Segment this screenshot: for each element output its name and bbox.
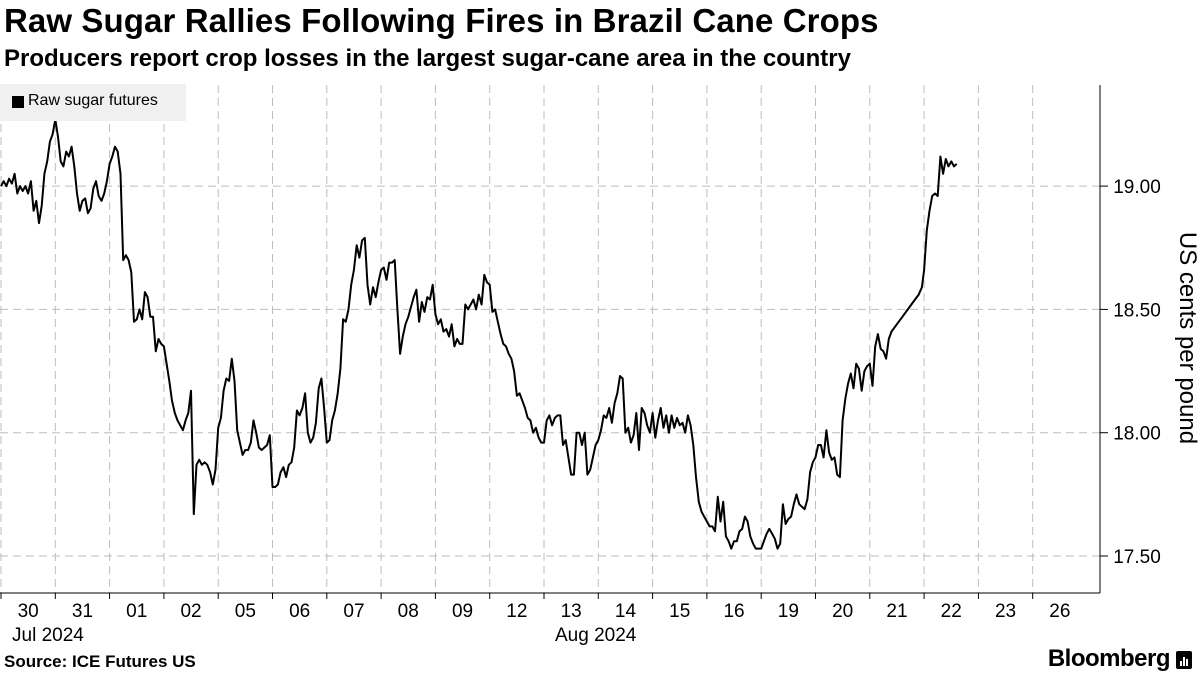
legend-swatch (12, 96, 24, 108)
y-axis-ticks: 17.50 18.00 18.50 19.00 (1100, 177, 1161, 568)
y-tick-label: 18.50 (1113, 300, 1161, 321)
x-month-label: Aug 2024 (555, 625, 637, 646)
series-line-raw-sugar-futures (0, 118, 958, 550)
x-tick-label: 14 (615, 601, 637, 622)
x-month-label: Jul 2024 (12, 625, 84, 646)
x-tick-label: 15 (669, 601, 690, 622)
x-tick-label: 05 (235, 601, 256, 622)
x-tick-label: 09 (452, 601, 473, 622)
x-tick-label: 13 (561, 601, 582, 622)
x-tick-label: 30 (18, 601, 39, 622)
y-axis-title: US cents per pound (1174, 232, 1200, 444)
y-tick-label: 18.00 (1113, 424, 1161, 445)
brand-logo-text: Bloomberg (1047, 645, 1171, 672)
vertical-gridlines (0, 85, 1034, 593)
x-tick-label: 21 (886, 601, 907, 622)
x-tick-label: 16 (723, 601, 744, 622)
y-tick-label: 17.50 (1113, 547, 1161, 568)
x-axis-ticks: 30 31 01 02 05 06 07 08 09 12 13 14 15 16 19 20 21 22 23 26… (0, 593, 1070, 646)
legend: Raw sugar futures (0, 84, 186, 121)
horizontal-gridlines (0, 185, 1100, 557)
x-tick-label: 01 (126, 601, 147, 622)
x-tick-label: 20 (832, 601, 853, 622)
x-tick-label: 12 (506, 601, 527, 622)
y-tick-label: 19.00 (1113, 177, 1161, 198)
chart-title: Raw Sugar Rallies Following Fires in Bra… (4, 2, 879, 39)
source-note: Source: ICE Futures US (4, 652, 196, 671)
x-tick-label: 22 (941, 601, 962, 622)
chart-subtitle: Producers report crop losses in the larg… (4, 45, 851, 72)
bloomberg-terminal-icon (1176, 651, 1192, 669)
x-tick-label: 19 (778, 601, 799, 622)
x-tick-label: 26 (1049, 601, 1070, 622)
x-tick-label: 23 (995, 601, 1016, 622)
x-tick-label: 07 (343, 601, 364, 622)
legend-label: Raw sugar futures (28, 92, 158, 109)
x-tick-label: 06 (289, 601, 310, 622)
x-tick-label: 31 (72, 601, 93, 622)
x-tick-label: 02 (180, 601, 201, 622)
x-tick-label: 08 (398, 601, 419, 622)
